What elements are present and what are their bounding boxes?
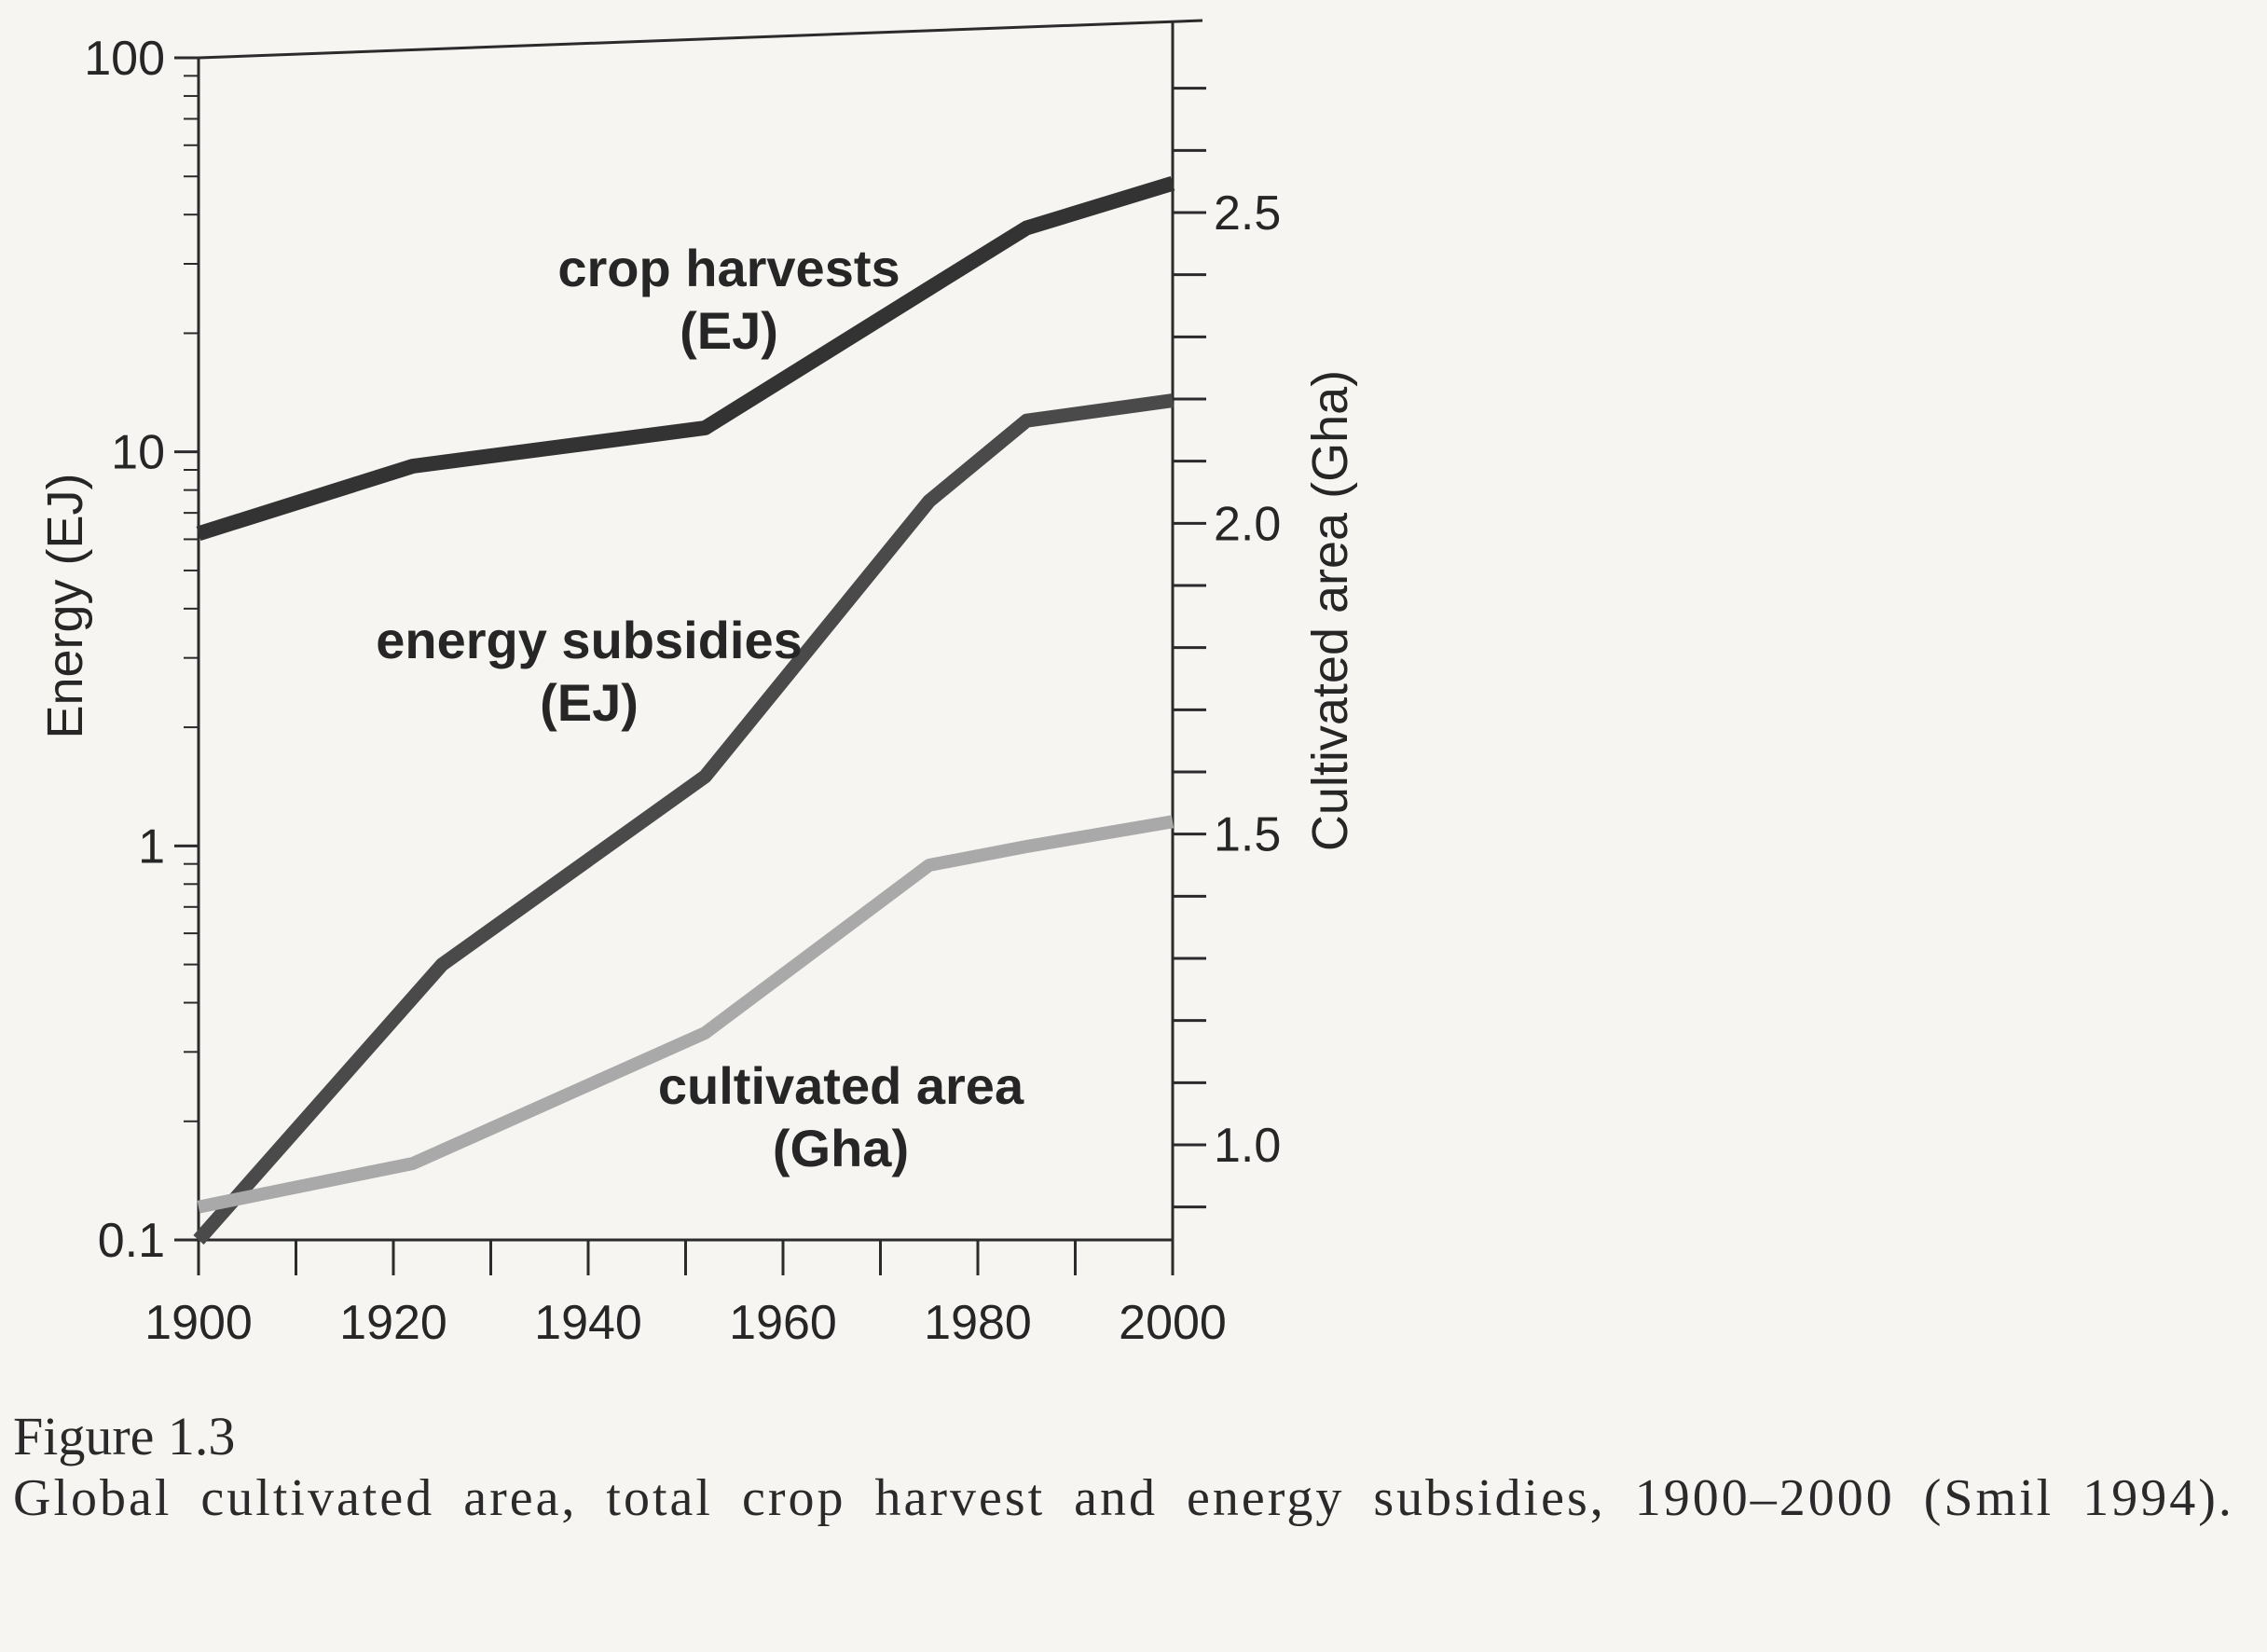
x-tick-label: 1920 (339, 1296, 447, 1350)
chart: 0.1 1 10 100 Energy (EJ) 1.0 1.5 2.0 2.5 Cultiva… (37, 19, 1358, 1350)
x-tick-label: 1980 (924, 1296, 1032, 1350)
left-axis-title: Energy (EJ) (37, 473, 93, 738)
energy-subsidies-line (193, 393, 1175, 1245)
crop-harvests-unit-label: (EJ) (680, 301, 778, 360)
x-tick-label: 1940 (534, 1296, 642, 1350)
right-tick-label: 2.5 (1214, 186, 1281, 241)
left-tick-label: 1 (138, 819, 165, 874)
left-tick-label: 100 (84, 32, 165, 86)
cultivated-area-label: cultivated area (658, 1056, 1024, 1115)
right-tick-label: 2.0 (1214, 497, 1281, 551)
right-tick-label: 1.0 (1214, 1119, 1281, 1173)
figure-caption-block: Figure 1.3 Global cultivated area, total… (13, 1406, 2250, 1529)
energy-subsidies-unit-label: (EJ) (540, 673, 639, 732)
series-lines (193, 176, 1175, 1245)
x-tick-label: 1960 (729, 1296, 837, 1350)
crop-harvests-label: crop harvests (557, 239, 900, 297)
x-axis: 1900 1920 1940 1960 1980 2000 (144, 1240, 1227, 1350)
series-labels: crop harvests(EJ)energy subsidies(EJ)cul… (376, 239, 1024, 1177)
left-tick-label: 0.1 (98, 1214, 165, 1268)
x-tick-label: 2000 (1119, 1296, 1227, 1350)
right-axis-title: Cultivated area (Gha) (1302, 370, 1358, 851)
left-tick-label: 10 (111, 426, 165, 480)
cultivated-area-unit-label: (Gha) (773, 1119, 909, 1177)
figure-label: Figure 1.3 (13, 1406, 236, 1466)
top-border-line (198, 19, 1203, 60)
right-tick-label: 1.5 (1214, 808, 1281, 862)
figure-caption-text: Global cultivated area, total crop harve… (13, 1469, 2234, 1527)
cultivated-area-line (197, 815, 1175, 1214)
left-axis: 0.1 1 10 100 Energy (EJ) (37, 32, 199, 1268)
right-axis: 1.0 1.5 2.0 2.5 Cultivated area (Gha) (1173, 87, 1358, 1209)
crop-harvests-line (196, 176, 1175, 542)
x-tick-label: 1900 (144, 1296, 253, 1350)
energy-subsidies-label: energy subsidies (376, 611, 803, 669)
plot-frame (197, 19, 1203, 1263)
